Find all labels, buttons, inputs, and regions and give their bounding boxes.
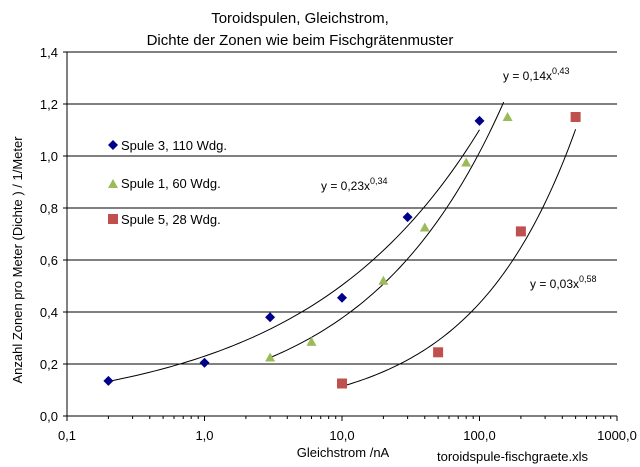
x-axis-label: Gleichstrom /nA: [297, 445, 390, 460]
x-tick-label: 100,0: [463, 428, 496, 443]
tick-labels: 0,0 0,2 0,4 0,6 0,8 1,0 1,2 1,4 0,1 1,0 10,0 100,0 1…: [40, 45, 637, 443]
y-tick-label: 0,0: [40, 409, 58, 424]
x-tick-label: 1000,0: [597, 428, 637, 443]
y-tick-label: 1,0: [40, 149, 58, 164]
data-point-diamond: [474, 115, 485, 126]
data-point-diamond: [103, 375, 114, 386]
legend-marker-square: [108, 214, 118, 224]
chart-title-line-1: Toroidspulen, Gleichstrom,: [211, 10, 389, 27]
data-point-triangle: [306, 336, 317, 346]
data-point-diamond: [337, 292, 347, 303]
data-point-square: [515, 226, 526, 237]
legend-label-spule-5: Spule 5, 28 Wdg.: [121, 212, 221, 227]
fit-curve: [341, 129, 577, 387]
fit-curve: [108, 129, 480, 382]
y-tick-label: 0,6: [40, 253, 58, 268]
data-point-square: [433, 347, 444, 358]
data-point-triangle: [461, 157, 472, 167]
equation-base: y = 0,03x: [530, 277, 579, 291]
data-point-triangle: [265, 352, 276, 362]
fit-curves: [108, 101, 577, 387]
data-point-square: [570, 112, 581, 122]
equation-base: y = 0,14x: [503, 69, 552, 83]
legend-marker-triangle: [108, 179, 118, 188]
chart-title-line-2: Dichte der Zonen wie beim Fischgrätenmus…: [147, 32, 454, 49]
x-tick-label: 10,0: [329, 428, 354, 443]
y-tick-label: 0,8: [40, 201, 58, 216]
y-tick-label: 0,4: [40, 305, 58, 320]
x-tick-label: 1,0: [195, 428, 213, 443]
data-point-diamond: [265, 312, 276, 323]
y-axis-label: Anzahl Zonen pro Meter (Dichte ) / 1/Met…: [10, 136, 25, 384]
equation-spule-5: y = 0,03x0,58: [530, 274, 597, 291]
data-point-square: [337, 378, 347, 389]
data-point-diamond: [199, 357, 210, 368]
legend: Spule 3, 110 Wdg. Spule 1, 60 Wdg. Spule…: [108, 138, 227, 227]
y-tick-label: 1,4: [40, 45, 58, 60]
y-tick-label: 1,2: [40, 97, 58, 112]
equation-spule-3: y = 0,23x0,34: [321, 176, 388, 193]
data-point-triangle: [502, 112, 513, 121]
data-points: [103, 112, 581, 389]
data-point-triangle: [419, 222, 430, 232]
x-tick-label: 0,1: [58, 428, 76, 443]
y-tick-label: 0,2: [40, 357, 58, 372]
file-name-label: toroidspule-fischgraete.xls: [437, 449, 589, 464]
legend-marker-diamond: [108, 140, 118, 150]
equation-exponent: 0,34: [370, 176, 388, 186]
grid-layer: [63, 51, 618, 421]
equation-exponent: 0,43: [552, 66, 570, 76]
equation-spule-1: y = 0,14x0,43: [503, 66, 570, 83]
legend-label-spule-3: Spule 3, 110 Wdg.: [121, 138, 227, 153]
fit-curve: [269, 101, 505, 359]
data-point-diamond: [402, 212, 413, 223]
data-point-triangle: [378, 275, 389, 285]
equation-base: y = 0,23x: [321, 179, 370, 193]
equation-exponent: 0,58: [579, 274, 597, 284]
legend-label-spule-1: Spule 1, 60 Wdg.: [121, 176, 221, 191]
